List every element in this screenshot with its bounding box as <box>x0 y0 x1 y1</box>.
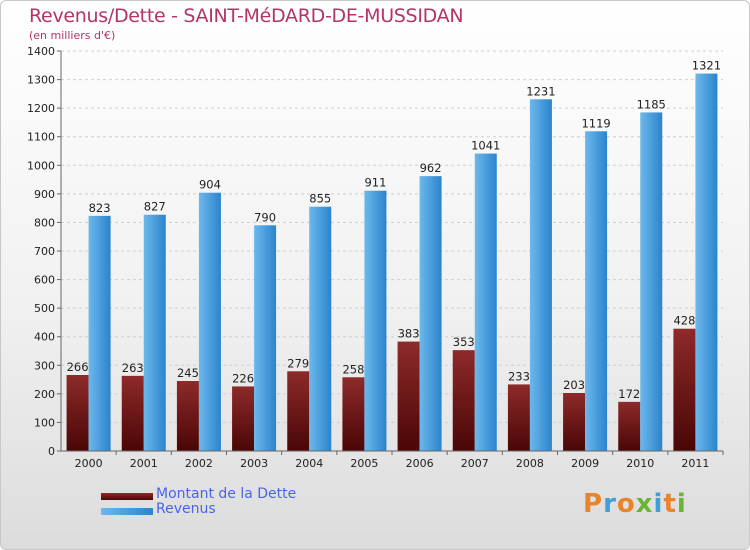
bar-dette <box>121 375 144 451</box>
data-label-revenus: 1041 <box>471 139 500 153</box>
y-tick-label: 700 <box>34 245 55 258</box>
y-tick-label: 900 <box>34 188 55 201</box>
data-label-revenus: 911 <box>364 176 386 190</box>
logo-letter: i <box>653 489 664 519</box>
data-label-revenus: 904 <box>199 178 221 192</box>
bar-dette <box>507 384 530 451</box>
bar-dette <box>66 375 89 451</box>
bar-revenus <box>364 190 387 451</box>
chart-title: Revenus/Dette - SAINT-MéDARD-DE-MUSSIDAN <box>29 5 464 27</box>
y-tick-label: 1200 <box>27 102 55 115</box>
data-label-dette: 263 <box>122 361 144 375</box>
bar-revenus <box>640 112 663 451</box>
y-tick-label: 600 <box>34 274 55 287</box>
x-tick-label: 2003 <box>240 457 268 470</box>
proxiti-logo: Proxiti <box>583 489 687 519</box>
x-tick-label: 2000 <box>75 457 103 470</box>
x-tick-label: 2005 <box>350 457 378 470</box>
bar-revenus <box>198 192 221 451</box>
bar-revenus <box>309 206 332 451</box>
data-label-dette: 266 <box>67 360 89 374</box>
data-label-revenus: 1231 <box>526 84 555 98</box>
bar-revenus <box>529 99 552 452</box>
bar-dette <box>452 350 475 451</box>
bar-dette <box>673 328 696 451</box>
x-tick-label: 2001 <box>130 457 158 470</box>
bar-revenus <box>585 131 608 452</box>
bar-dette <box>287 371 310 451</box>
data-label-dette: 172 <box>618 387 640 401</box>
y-tick-label: 0 <box>48 445 55 458</box>
data-label-revenus: 855 <box>309 192 331 206</box>
chart-subtitle: (en milliers d'€) <box>29 29 116 42</box>
data-label-dette: 279 <box>287 356 309 370</box>
bar-dette <box>563 393 586 451</box>
logo-letter: o <box>616 489 636 519</box>
y-tick-label: 1400 <box>27 45 55 58</box>
y-tick-label: 1300 <box>27 74 55 87</box>
y-tick-label: 400 <box>34 331 55 344</box>
data-label-revenus: 1321 <box>692 59 721 73</box>
y-tick-label: 500 <box>34 302 55 315</box>
x-tick-label: 2010 <box>626 457 654 470</box>
x-tick-label: 2006 <box>406 457 434 470</box>
data-label-dette: 353 <box>453 335 475 349</box>
data-label-revenus: 823 <box>89 201 111 215</box>
data-label-dette: 383 <box>398 327 420 341</box>
bar-dette <box>618 401 641 451</box>
legend-label-dette: Montant de la Dette <box>156 486 297 502</box>
y-tick-label: 300 <box>34 359 55 372</box>
bar-dette <box>397 341 420 451</box>
data-label-dette: 245 <box>177 366 199 380</box>
x-tick-label: 2011 <box>681 457 709 470</box>
logo-letter: P <box>583 489 604 519</box>
y-tick-label: 800 <box>34 216 55 229</box>
data-label-dette: 428 <box>673 314 695 328</box>
data-label-dette: 203 <box>563 378 585 392</box>
y-tick-label: 1100 <box>27 131 55 144</box>
logo-letter: r <box>603 489 617 519</box>
data-label-dette: 226 <box>232 371 254 385</box>
data-label-revenus: 962 <box>420 161 442 175</box>
logo-letter: t <box>663 489 677 519</box>
x-tick-label: 2002 <box>185 457 213 470</box>
logo-letter: x <box>635 489 654 519</box>
bar-dette <box>232 386 255 451</box>
data-label-revenus: 827 <box>144 200 166 214</box>
bar-dette <box>342 377 365 451</box>
legend-swatch-revenus <box>101 508 153 515</box>
legend-label-revenus: Revenus <box>156 501 216 517</box>
logo-letter: i <box>676 489 687 519</box>
data-label-dette: 258 <box>342 362 364 376</box>
data-label-revenus: 1185 <box>637 97 666 111</box>
bar-revenus <box>474 153 497 452</box>
bar-revenus <box>695 73 718 452</box>
x-tick-label: 2009 <box>571 457 599 470</box>
x-tick-label: 2007 <box>461 457 489 470</box>
bar-revenus <box>143 214 166 451</box>
bar-revenus <box>419 176 442 451</box>
x-tick-label: 2004 <box>295 457 323 470</box>
bar-revenus <box>254 225 277 451</box>
data-label-revenus: 790 <box>254 210 276 224</box>
y-tick-label: 100 <box>34 416 55 429</box>
legend-swatch-dette <box>101 493 153 500</box>
bar-dette <box>176 381 199 451</box>
y-tick-label: 1000 <box>27 159 55 172</box>
data-label-dette: 233 <box>508 369 530 383</box>
y-tick-label: 200 <box>34 388 55 401</box>
bar-revenus <box>88 215 111 451</box>
x-tick-label: 2008 <box>516 457 544 470</box>
data-label-revenus: 1119 <box>581 116 610 130</box>
